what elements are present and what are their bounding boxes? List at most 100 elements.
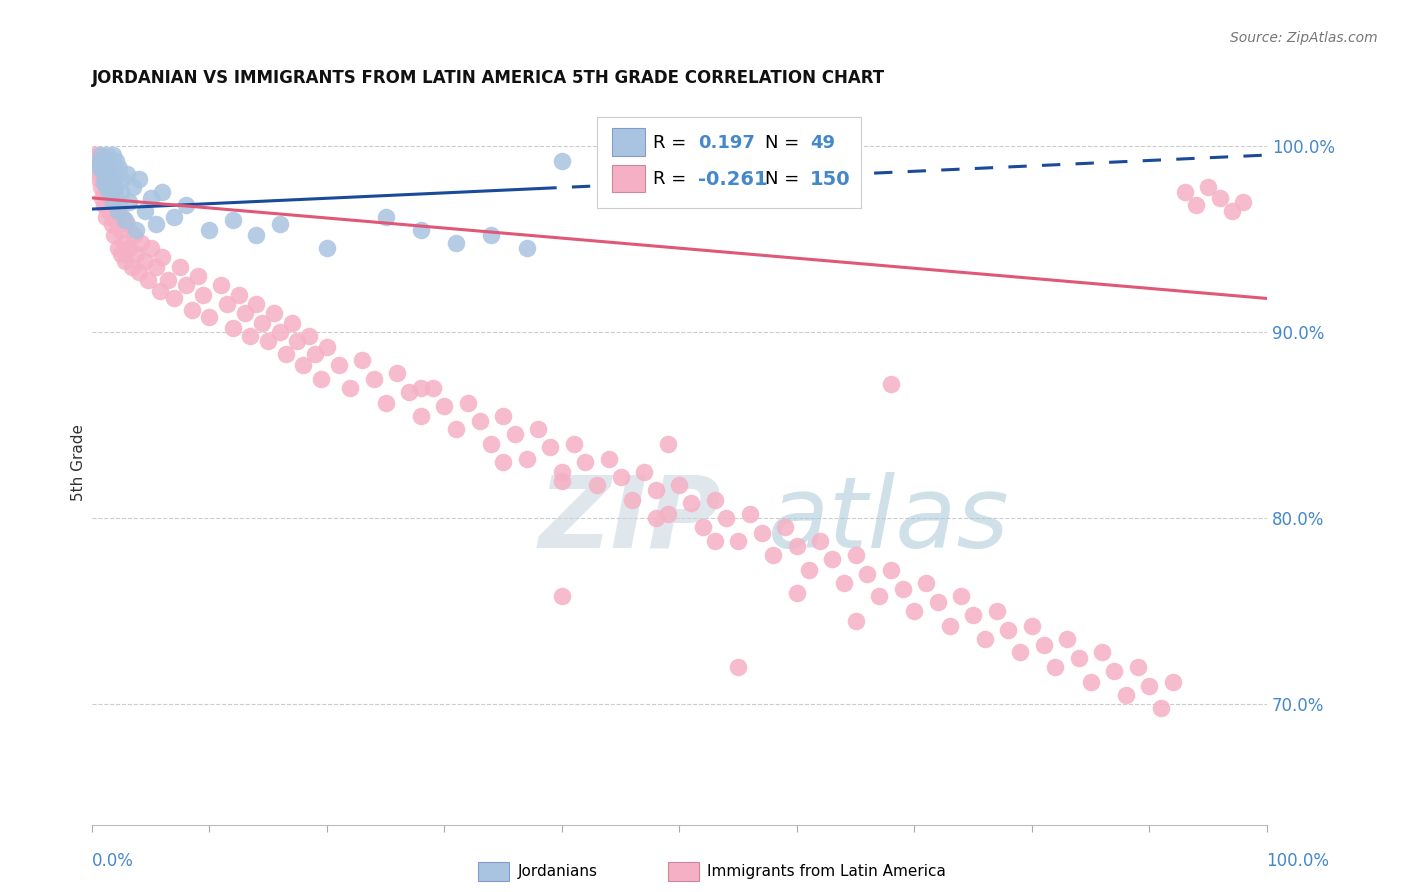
Point xyxy=(398,384,420,399)
Point xyxy=(727,660,749,674)
Point xyxy=(245,228,267,243)
Point xyxy=(90,148,112,162)
Point xyxy=(891,582,914,596)
Point xyxy=(111,172,134,186)
Point xyxy=(94,210,117,224)
Y-axis label: 5th Grade: 5th Grade xyxy=(72,424,86,500)
Point xyxy=(94,161,117,175)
Point xyxy=(492,455,515,469)
Text: 0.0%: 0.0% xyxy=(91,852,134,870)
Point xyxy=(187,269,209,284)
Point xyxy=(93,167,115,181)
Point xyxy=(150,186,173,200)
Text: ZIP: ZIP xyxy=(538,472,721,569)
Point xyxy=(129,235,152,250)
Point xyxy=(433,400,456,414)
Text: 100.0%: 100.0% xyxy=(1265,852,1329,870)
Point xyxy=(193,287,215,301)
Point xyxy=(91,191,114,205)
Point xyxy=(115,167,138,181)
Point xyxy=(93,186,115,200)
Point xyxy=(309,371,332,385)
Point xyxy=(479,436,502,450)
Point xyxy=(1102,664,1125,678)
Point xyxy=(315,241,337,255)
Point xyxy=(503,427,526,442)
Point xyxy=(115,217,138,231)
Point xyxy=(118,194,141,209)
Point xyxy=(222,213,245,227)
Point xyxy=(104,179,127,194)
Point xyxy=(738,508,761,522)
Point xyxy=(257,334,280,349)
Point xyxy=(100,191,122,205)
Point xyxy=(409,222,432,236)
Point xyxy=(1115,688,1137,702)
Point xyxy=(703,533,725,548)
Point xyxy=(468,414,491,428)
Point xyxy=(633,465,655,479)
Point xyxy=(98,167,121,181)
Point xyxy=(668,477,690,491)
Point xyxy=(90,153,112,168)
Point xyxy=(292,359,315,373)
Point xyxy=(444,422,467,436)
Text: atlas: atlas xyxy=(768,472,1010,569)
Point xyxy=(1080,675,1102,690)
Point xyxy=(100,161,122,175)
Point xyxy=(150,251,173,265)
Point xyxy=(551,474,574,488)
Point xyxy=(101,198,124,212)
Point xyxy=(551,590,574,604)
Point xyxy=(105,213,128,227)
Point xyxy=(118,241,141,255)
Point xyxy=(927,595,949,609)
Point xyxy=(492,409,515,423)
Point xyxy=(938,619,960,633)
Point xyxy=(598,451,620,466)
Point xyxy=(880,563,903,577)
Point xyxy=(457,395,479,409)
Point xyxy=(86,161,108,175)
Point xyxy=(233,306,256,320)
Point xyxy=(1220,203,1243,218)
Point xyxy=(103,228,125,243)
Point xyxy=(409,409,432,423)
FancyBboxPatch shape xyxy=(598,118,862,208)
Point xyxy=(422,381,444,395)
Point xyxy=(97,179,120,194)
Point xyxy=(527,422,550,436)
Point xyxy=(287,334,309,349)
Text: -0.261: -0.261 xyxy=(699,169,768,188)
Point xyxy=(114,254,136,268)
Point xyxy=(868,590,890,604)
Point xyxy=(93,152,115,166)
Point xyxy=(245,297,267,311)
Point xyxy=(950,590,973,604)
Point xyxy=(657,436,679,450)
Point xyxy=(100,172,122,186)
Point xyxy=(112,235,135,250)
Point xyxy=(409,381,432,395)
Point xyxy=(551,153,574,168)
Point xyxy=(1209,191,1232,205)
Point xyxy=(222,321,245,335)
Point xyxy=(280,316,302,330)
Point xyxy=(1045,660,1067,674)
Point xyxy=(94,172,117,186)
Point xyxy=(125,222,148,236)
Point xyxy=(621,492,644,507)
Point xyxy=(228,287,250,301)
Point xyxy=(198,310,221,324)
Point xyxy=(1032,638,1054,652)
Point xyxy=(97,167,120,181)
Point xyxy=(250,316,273,330)
Point xyxy=(139,191,162,205)
Point xyxy=(1067,651,1090,665)
Point xyxy=(773,520,796,534)
Point xyxy=(122,228,145,243)
FancyBboxPatch shape xyxy=(613,164,645,192)
Point xyxy=(174,198,197,212)
Point xyxy=(845,614,868,628)
Point xyxy=(562,436,585,450)
